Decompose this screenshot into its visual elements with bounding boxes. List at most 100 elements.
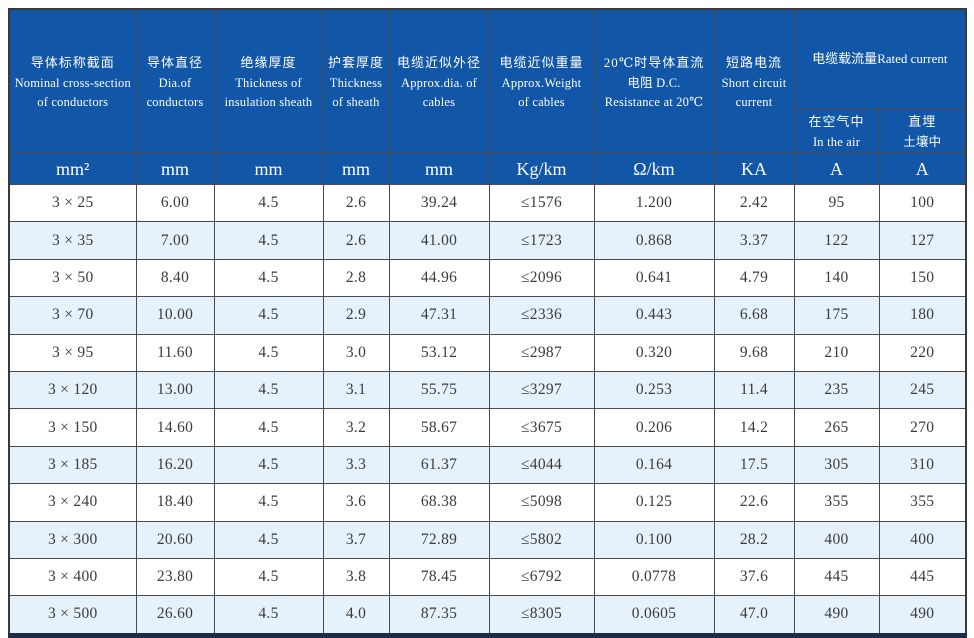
unit-label: mm² [56, 159, 90, 179]
data-cell: 9.68 [713, 333, 795, 372]
data-cell: 3 × 95 [8, 333, 137, 372]
data-cell: 3.0 [322, 333, 390, 372]
unit-cell: mm [135, 153, 215, 185]
data-cell: 305 [793, 445, 880, 485]
column-header: 电缆近似外径 Approx.dia. of cables [388, 8, 490, 154]
data-cell: 4.5 [213, 557, 324, 597]
data-cell: 490 [878, 595, 967, 636]
data-cell: ≤3675 [488, 408, 595, 447]
data-cell: 4.0 [322, 595, 390, 636]
column-header: 导体直径 Dia.of conductors [135, 8, 215, 154]
data-cell: 14.60 [135, 408, 215, 447]
data-cell: 0.868 [593, 221, 715, 260]
data-cell: 0.641 [593, 258, 715, 298]
unit-cell: A [878, 153, 967, 185]
data-cell: 3 × 50 [8, 258, 137, 298]
header-text-line: Short circuit [721, 75, 787, 90]
data-cell: 0.253 [593, 370, 715, 410]
data-cell: 41.00 [388, 221, 490, 260]
data-cell: 6.68 [713, 296, 795, 335]
data-cell: 87.35 [388, 595, 490, 636]
data-cell: ≤2096 [488, 258, 595, 298]
column-header: 短路电流 Short circuit current [713, 8, 795, 154]
cable-spec-table: 导体标称截面 Nominal cross-section of conductors… [8, 8, 968, 638]
data-cell: 6.00 [135, 183, 215, 223]
unit-cell: KA [713, 153, 795, 185]
header-text-line: In the air [812, 134, 861, 149]
header-text-line: Thickness of [235, 75, 302, 90]
header-text-line: 绝缘厚度 [240, 54, 297, 70]
table-row: 3 × 150 14.60 4.5 3.2 58.67 ≤3675 0.206 14.2 265… [8, 408, 967, 447]
header-text-line: 土壤中 [903, 134, 942, 149]
data-cell: 0.320 [593, 333, 715, 372]
data-cell: 270 [878, 408, 967, 447]
data-cell: 4.5 [213, 183, 324, 223]
rated-current-sub-header: 在空气中 In the air [793, 108, 880, 154]
data-cell: 2.42 [713, 183, 795, 223]
data-cell: 355 [793, 483, 880, 522]
data-cell: 23.80 [135, 557, 215, 597]
data-cell: 235 [793, 370, 880, 410]
data-cell: 0.206 [593, 408, 715, 447]
data-cell: 37.6 [713, 557, 795, 597]
header-text-line: of cables [518, 94, 565, 109]
unit-label: mm [341, 159, 370, 179]
data-cell: 55.75 [388, 370, 490, 410]
cable-spec-page: 导体标称截面 Nominal cross-section of conductors… [8, 8, 968, 638]
data-cell: 61.37 [388, 445, 490, 485]
table-row: 3 × 185 16.20 4.5 3.3 61.37 ≤4044 0.164 17.5 305… [8, 445, 967, 485]
data-cell: 2.6 [322, 221, 390, 260]
data-cell: 22.6 [713, 483, 795, 522]
table-row: 3 × 95 11.60 4.5 3.0 53.12 ≤2987 0.320 9.68 210 2… [8, 333, 967, 372]
data-cell: 3 × 185 [8, 445, 137, 485]
data-cell: 310 [878, 445, 967, 485]
data-cell: 3 × 70 [8, 296, 137, 335]
data-cell: 3.2 [322, 408, 390, 447]
unit-label: mm [160, 159, 189, 179]
header-text-line: 护套厚度 [327, 54, 384, 70]
header-row-main: 导体标称截面 Nominal cross-section of conductors… [8, 8, 967, 154]
data-cell: 16.20 [135, 445, 215, 485]
data-cell: 210 [793, 333, 880, 372]
unit-cell: mm² [8, 153, 137, 185]
column-header: 导体标称截面 Nominal cross-section of conductors [8, 8, 137, 154]
data-cell: 0.164 [593, 445, 715, 485]
data-cell: ≤1723 [488, 221, 595, 260]
data-cell: 78.45 [388, 557, 490, 597]
data-cell: 14.2 [713, 408, 795, 447]
unit-label: Ω/km [633, 159, 675, 179]
unit-cell: Ω/km [593, 153, 715, 185]
header-text-line: 电阻 D.C. [627, 75, 681, 90]
header-text-line: cables [422, 94, 456, 109]
unit-label: mm [424, 159, 453, 179]
data-cell: 26.60 [135, 595, 215, 636]
data-cell: 4.5 [213, 445, 324, 485]
data-cell: 3 × 240 [8, 483, 137, 522]
data-cell: 4.5 [213, 333, 324, 372]
header-text-line: Resistance at 20℃ [604, 94, 704, 109]
column-header: 20℃时导体直流 电阻 D.C. Resistance at 20℃ [593, 8, 715, 154]
header-text-line: of conductors [37, 94, 109, 109]
data-cell: ≤1576 [488, 183, 595, 223]
rated-current-sub-header: 直埋 土壤中 [878, 108, 967, 154]
header-text-line: 导体标称截面 [30, 54, 115, 70]
data-cell: 4.5 [213, 483, 324, 522]
data-cell: 3 × 35 [8, 221, 137, 260]
data-cell: 175 [793, 296, 880, 335]
unit-label: Kg/km [516, 159, 567, 179]
data-cell: 7.00 [135, 221, 215, 260]
header-text-line: Thickness [329, 75, 383, 90]
data-cell: 180 [878, 296, 967, 335]
data-cell: 11.60 [135, 333, 215, 372]
header-text-line: 直埋 [908, 113, 937, 129]
data-cell: 2.6 [322, 183, 390, 223]
data-cell: 39.24 [388, 183, 490, 223]
column-header: 护套厚度 Thickness of sheath [322, 8, 390, 154]
data-cell: 3.37 [713, 221, 795, 260]
header-text-line: current [735, 94, 773, 109]
data-cell: 17.5 [713, 445, 795, 485]
data-cell: 3.6 [322, 483, 390, 522]
unit-cell: mm [322, 153, 390, 185]
header-text-line: Approx.Weight [501, 75, 582, 90]
data-cell: 445 [793, 557, 880, 597]
